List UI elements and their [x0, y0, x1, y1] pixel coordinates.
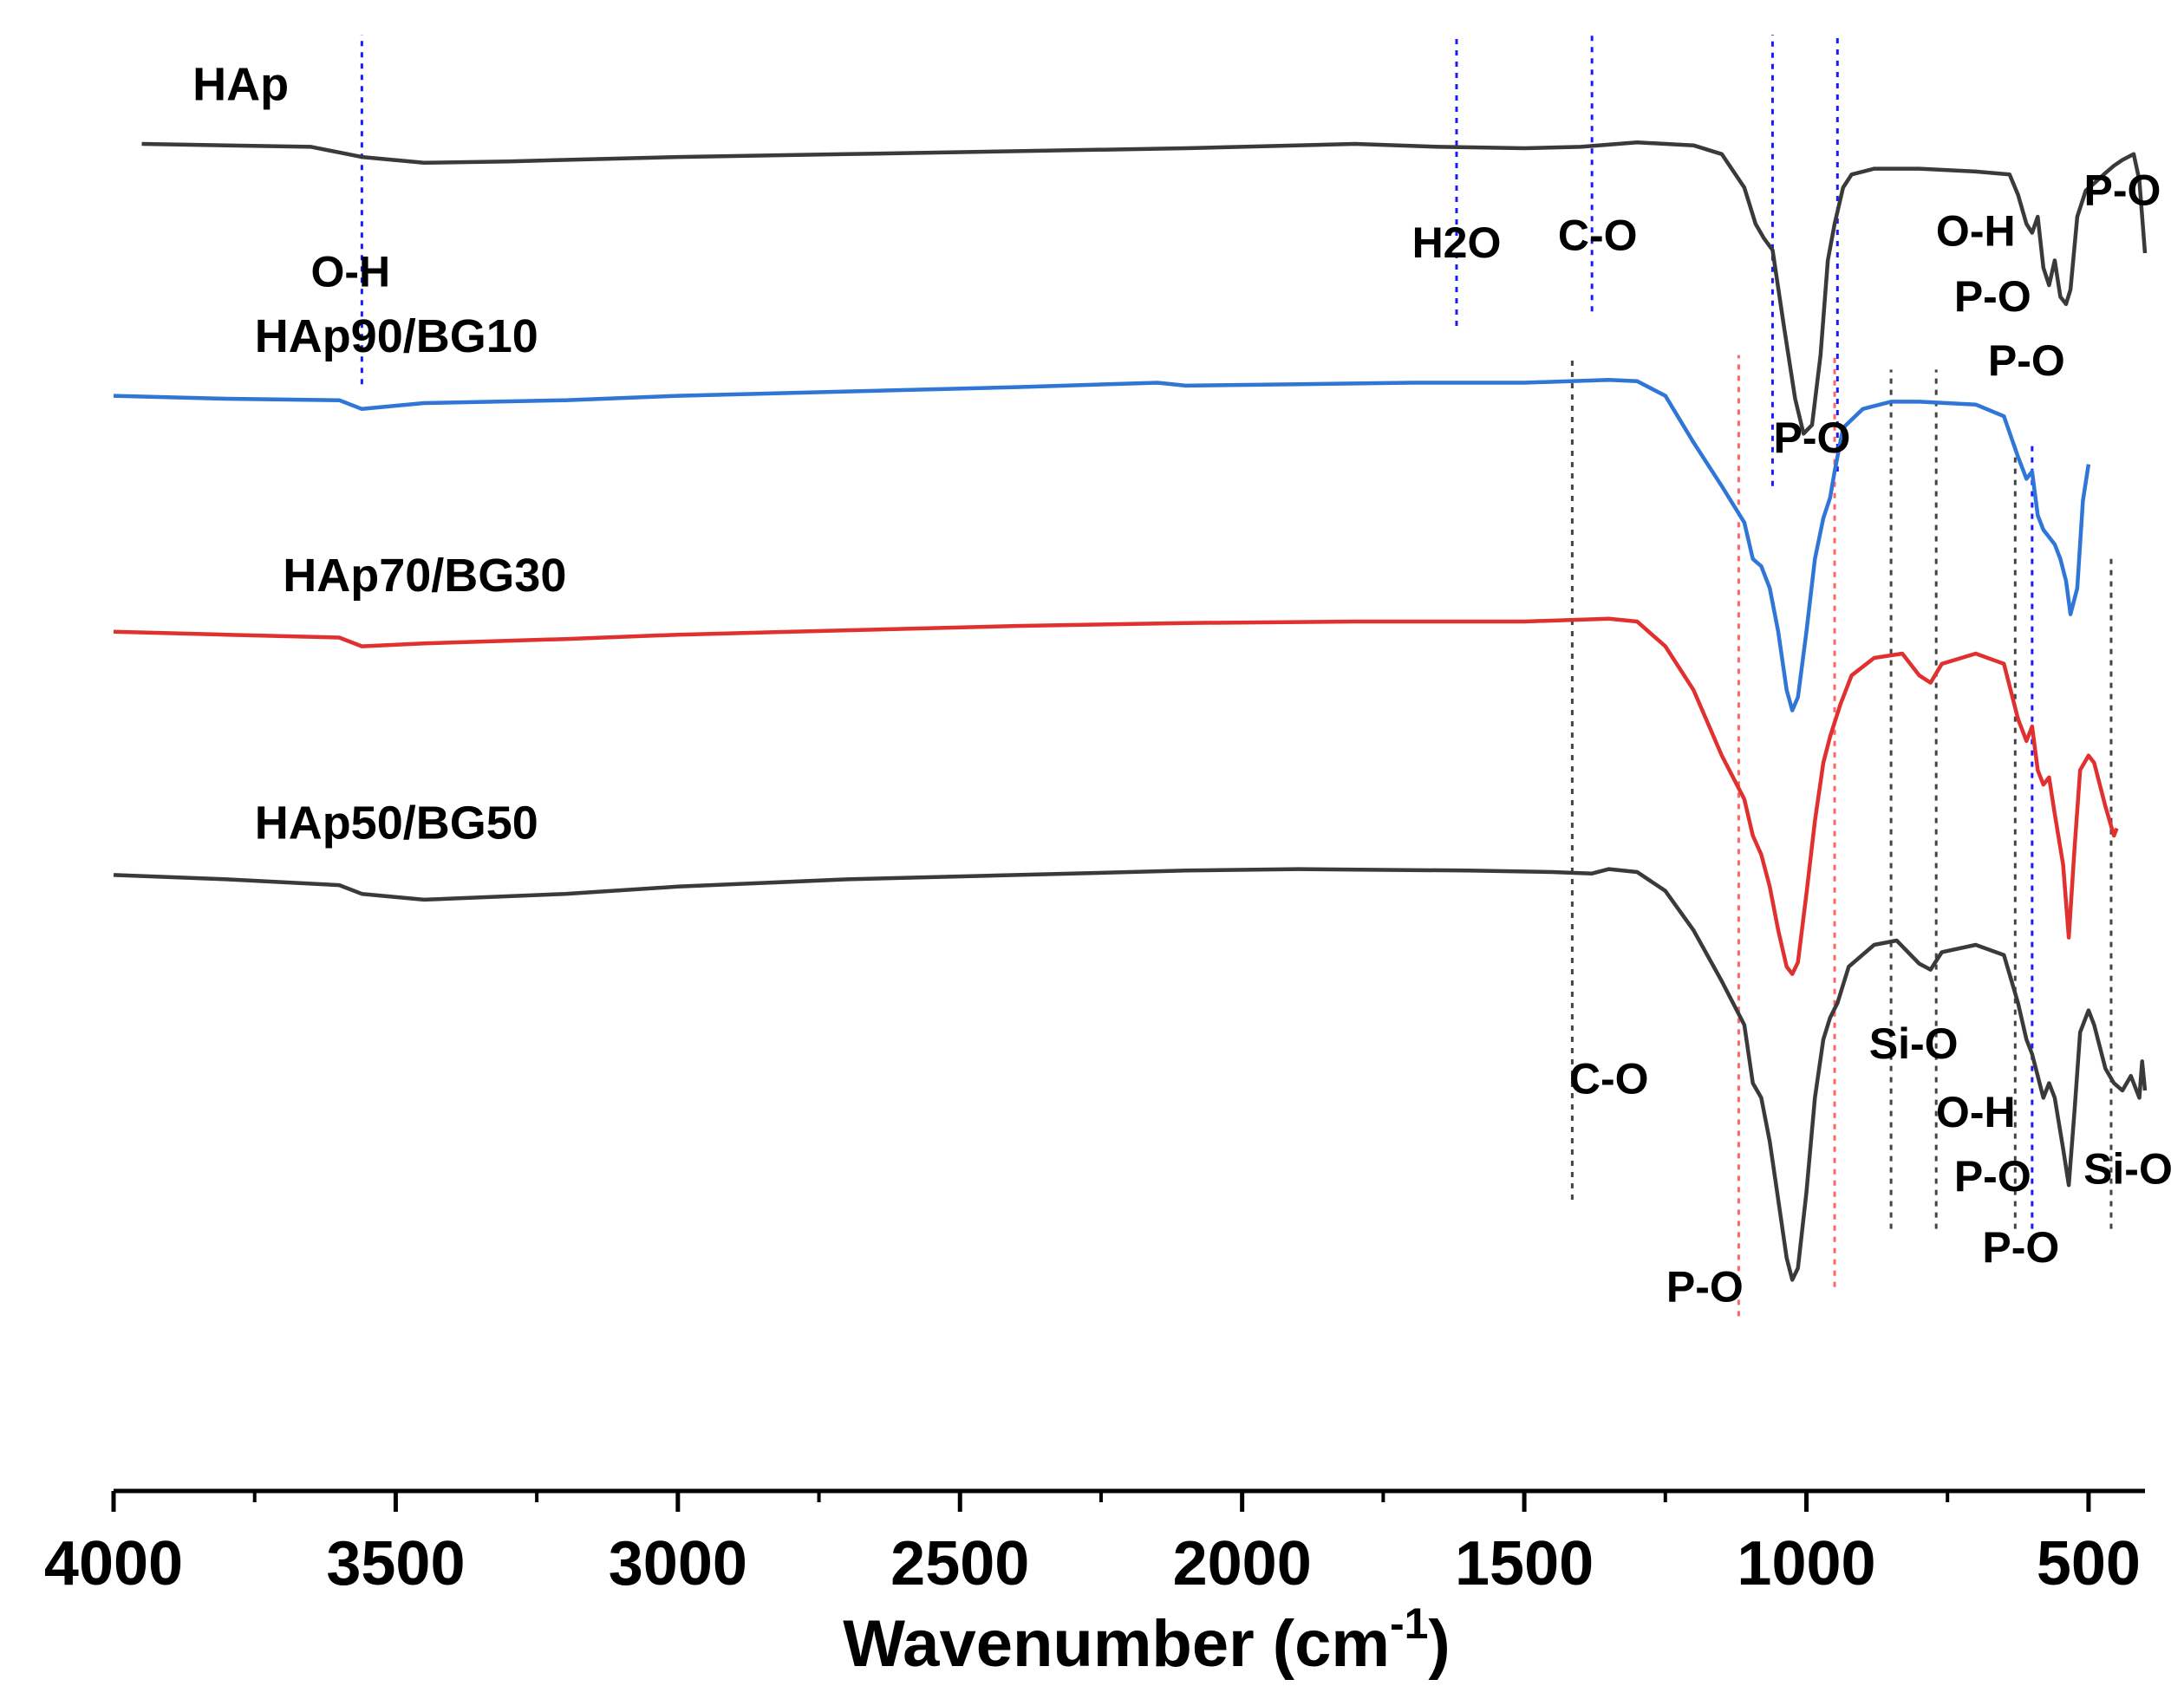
peak-label: C-O — [1569, 1054, 1649, 1103]
peak-label: P-O — [1982, 1223, 2059, 1272]
peak-label: O-H — [311, 248, 391, 296]
series-label: HAp50/BG50 — [255, 797, 538, 849]
peak-label: P-O — [1666, 1263, 1744, 1312]
series-line-hap90-bg10 — [113, 377, 2091, 713]
peak-label: P-O — [1954, 1152, 2031, 1201]
x-axis-title-main: Wavenumber (cm — [843, 1607, 1390, 1681]
x-tick-label: 2000 — [1173, 1529, 1312, 1598]
x-axis: 4000 3500 3000 2500 2000 1500 1000 500 — [44, 1488, 2145, 1598]
x-tick-label: 1500 — [1455, 1529, 1594, 1598]
series-label: HAp70/BG30 — [283, 550, 566, 602]
x-axis-title: Wavenumber (cm-1) — [843, 1599, 1450, 1681]
series-line-hap50-bg50 — [113, 867, 2148, 1282]
series-line-hap70-bg30 — [113, 616, 2119, 976]
x-tick-label: 2500 — [890, 1529, 1029, 1598]
peak-label: P-O — [1774, 413, 1851, 462]
x-tick-label: 3000 — [609, 1529, 747, 1598]
series-label: HAp90/BG10 — [255, 310, 538, 362]
peak-label: P-O — [1954, 272, 2031, 321]
x-tick-label: 500 — [2037, 1529, 2141, 1598]
peak-label: H2O — [1412, 218, 1502, 267]
series-labels: HAp HAp90/BG10 HAp70/BG30 HAp50/BG50 — [192, 59, 566, 850]
series-label: HAp — [192, 59, 289, 111]
peak-label: Si-O — [1869, 1019, 1959, 1068]
peak-label: O-H — [1936, 207, 2016, 256]
x-axis-ticks: 4000 3500 3000 2500 2000 1500 1000 500 — [44, 1491, 2141, 1598]
spectra-series — [113, 140, 2148, 1282]
x-axis-title-superscript: -1 — [1390, 1599, 1428, 1648]
peak-label: Si-O — [2083, 1145, 2173, 1194]
series-line-hap — [141, 140, 2148, 436]
x-tick-label: 4000 — [44, 1529, 183, 1598]
x-axis-title-close: ) — [1428, 1607, 1450, 1681]
x-tick-label: 1000 — [1737, 1529, 1875, 1598]
peak-annotations: O-H H2O C-O P-O O-H P-O P-O P-O C-O Si-O O-H P-O Si-… — [311, 166, 2173, 1312]
x-tick-label: 3500 — [326, 1529, 465, 1598]
peak-label: P-O — [1988, 336, 2065, 385]
guide-lines — [360, 35, 2113, 1317]
peak-label: O-H — [1936, 1088, 2016, 1136]
peak-label: C-O — [1558, 212, 1638, 260]
peak-label: P-O — [2084, 166, 2161, 215]
